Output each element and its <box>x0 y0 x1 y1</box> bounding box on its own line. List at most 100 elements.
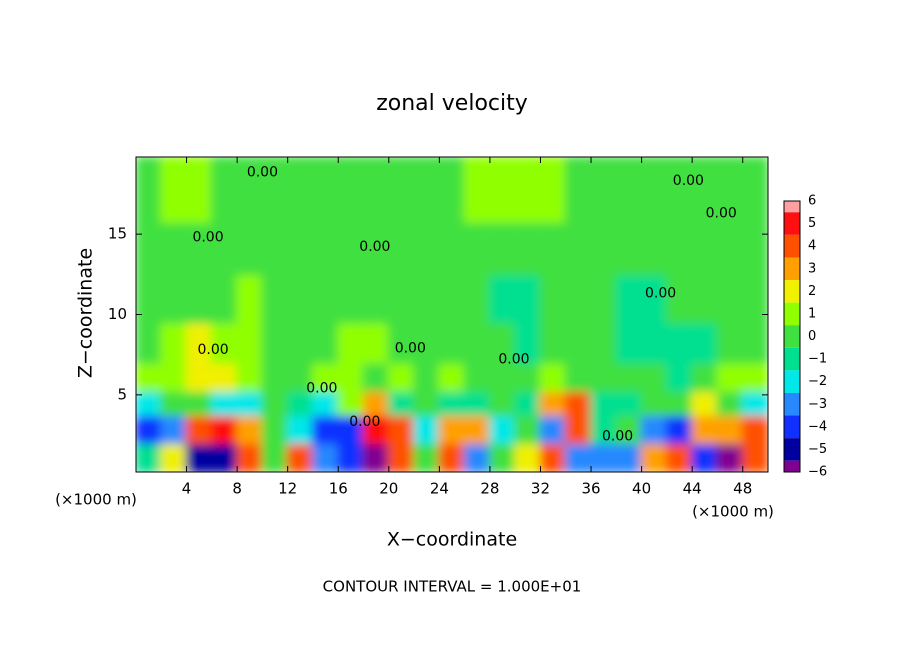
colorbar-label: −6 <box>808 465 827 480</box>
cell <box>615 157 643 224</box>
cell <box>488 157 517 224</box>
cell <box>691 389 719 416</box>
cell <box>640 157 668 224</box>
cell <box>210 413 239 445</box>
x-tick-label: 20 <box>379 480 398 498</box>
cell <box>564 413 593 445</box>
cell <box>615 361 643 392</box>
cell <box>539 221 567 276</box>
colorbar-swatch <box>784 392 800 416</box>
cell <box>665 389 694 416</box>
cell <box>615 389 643 416</box>
cell <box>590 442 618 472</box>
cell <box>438 442 466 472</box>
cell <box>236 321 264 364</box>
cell <box>716 157 744 224</box>
cell <box>261 442 289 472</box>
cell <box>564 321 593 364</box>
cell <box>716 321 744 364</box>
cell <box>488 413 517 445</box>
cell <box>236 413 264 445</box>
cell <box>236 442 264 472</box>
cell <box>463 389 491 416</box>
cell <box>210 273 239 324</box>
cell <box>387 442 416 472</box>
cell <box>362 413 390 445</box>
cell <box>261 321 289 364</box>
colorbar-swatch <box>784 460 800 472</box>
cell <box>362 273 390 324</box>
contour-label: 0.00 <box>498 352 529 368</box>
colorbar-label: 0 <box>808 329 816 344</box>
cell <box>236 389 264 416</box>
cell <box>590 413 618 445</box>
cell <box>236 273 264 324</box>
cell <box>286 157 314 224</box>
x-tick-label: 8 <box>232 480 242 498</box>
cell <box>514 442 542 472</box>
cell <box>362 321 390 364</box>
cell <box>539 442 567 472</box>
cell <box>261 273 289 324</box>
cell <box>160 389 188 416</box>
cell <box>590 321 618 364</box>
cell <box>413 361 441 392</box>
cell <box>590 273 618 324</box>
cell <box>337 389 365 416</box>
colorbar-label: 3 <box>808 261 816 276</box>
cell <box>539 389 567 416</box>
cell <box>210 321 239 364</box>
colorbar-label: −1 <box>808 352 827 367</box>
cell <box>185 442 213 472</box>
cell <box>691 321 719 364</box>
cell <box>286 321 314 364</box>
x-tick-label: 28 <box>480 480 499 498</box>
y-tick-label: 15 <box>108 225 127 243</box>
colorbar-label: −4 <box>808 419 827 434</box>
cell <box>438 361 466 392</box>
cell <box>210 389 239 416</box>
cell <box>413 273 441 324</box>
cell <box>564 273 593 324</box>
cell <box>160 442 188 472</box>
cell <box>463 413 491 445</box>
cell <box>564 442 593 472</box>
cell <box>488 361 517 392</box>
cell <box>514 273 542 324</box>
cell <box>640 389 668 416</box>
cell <box>488 389 517 416</box>
cell <box>514 413 542 445</box>
cell <box>514 389 542 416</box>
cell <box>337 157 365 224</box>
cell <box>741 157 768 224</box>
cell <box>741 413 768 445</box>
cell <box>514 361 542 392</box>
cell <box>160 361 188 392</box>
cell <box>691 361 719 392</box>
cell <box>311 413 340 445</box>
x-unit: (×1000 m) <box>692 503 774 521</box>
cell <box>286 442 314 472</box>
x-tick-label: 44 <box>683 480 702 498</box>
cell <box>210 442 239 472</box>
colorbar-swatch <box>784 438 800 461</box>
x-tick-label: 40 <box>632 480 651 498</box>
cell <box>311 389 340 416</box>
contour-label: 0.00 <box>395 340 426 356</box>
colorbar-swatch <box>784 212 800 235</box>
cell <box>590 361 618 392</box>
cell <box>741 389 768 416</box>
cell <box>716 442 744 472</box>
cell <box>438 413 466 445</box>
cell <box>261 361 289 392</box>
colorbar-label: −5 <box>808 442 827 457</box>
cell <box>640 413 668 445</box>
cell <box>261 157 289 224</box>
cell <box>362 389 390 416</box>
x-tick-label: 12 <box>278 480 297 498</box>
cell <box>286 273 314 324</box>
x-tick-label: 36 <box>581 480 600 498</box>
cell <box>185 389 213 416</box>
colorbar-swatch <box>784 370 800 393</box>
